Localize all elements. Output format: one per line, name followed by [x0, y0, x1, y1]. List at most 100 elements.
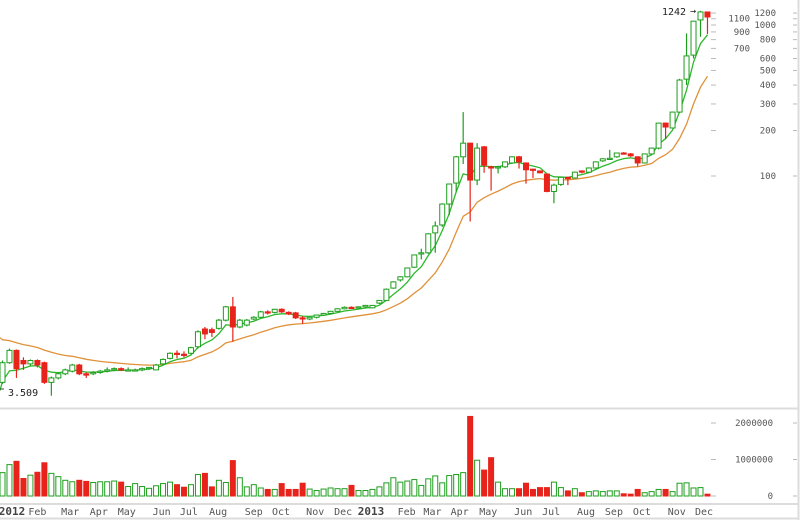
- candle-up: [432, 221, 439, 253]
- month-label: Feb: [28, 507, 46, 518]
- candle-body: [48, 377, 55, 383]
- volume-bar: [180, 486, 187, 497]
- volume-bar: [187, 484, 194, 497]
- volume-bar: [194, 473, 201, 497]
- candle-body: [313, 314, 320, 318]
- volume-bar: [641, 492, 648, 497]
- candle-body: [271, 308, 278, 313]
- candle-up: [215, 318, 222, 330]
- volume-bar: [460, 472, 467, 497]
- candle-body: [111, 368, 118, 371]
- price-tick-label: 200: [760, 127, 776, 137]
- volume-bar: [236, 477, 243, 497]
- candle-down: [278, 308, 285, 313]
- candle-body: [516, 156, 523, 163]
- candle-down: [481, 146, 488, 173]
- volume-bar: [592, 490, 599, 497]
- candle-body: [369, 304, 376, 309]
- candle-body: [174, 352, 180, 355]
- price-tick-label: 700: [734, 44, 750, 54]
- candle-up: [641, 153, 648, 164]
- candle-body: [292, 312, 299, 319]
- candle-down: [488, 165, 495, 191]
- candle-body: [90, 371, 97, 375]
- candle-body: [341, 306, 348, 310]
- month-label: Nov: [306, 507, 324, 518]
- volume-bar: [550, 481, 557, 497]
- candle-down: [76, 363, 83, 376]
- candle-body: [557, 176, 564, 185]
- volume-bar: [341, 488, 348, 497]
- candle-up: [383, 288, 390, 301]
- month-label: Feb: [398, 507, 416, 518]
- candle-body: [62, 369, 69, 375]
- volume-bar: [676, 482, 683, 497]
- candle-down: [41, 361, 48, 384]
- candle-body: [41, 362, 48, 383]
- candle-body: [432, 225, 439, 234]
- candle-body: [418, 252, 425, 255]
- candle-body: [676, 79, 683, 113]
- candle-up: [648, 147, 655, 155]
- candle-body: [34, 359, 41, 366]
- candle-up: [390, 281, 397, 289]
- low-price-label: 3.509: [8, 388, 38, 399]
- volume-bar: [474, 459, 481, 497]
- candle-down: [627, 153, 634, 157]
- price-tick-label: 1200: [754, 9, 776, 19]
- volume-bar: [390, 477, 397, 497]
- candle-body: [704, 11, 711, 18]
- candle-body: [180, 353, 187, 356]
- volume-bar: [543, 487, 550, 497]
- candle-up: [97, 369, 104, 374]
- volume-bar: [146, 487, 153, 497]
- month-label: Oct: [272, 507, 290, 518]
- volume-bars: [0, 415, 711, 497]
- volume-bar: [411, 479, 418, 497]
- volume-bar: [34, 471, 41, 497]
- candle-body: [0, 362, 6, 383]
- volume-bar: [578, 492, 585, 497]
- candle-body: [306, 316, 313, 320]
- volume-bar: [662, 488, 669, 497]
- candle-up: [271, 308, 278, 314]
- candle-body: [564, 176, 571, 180]
- candle-body: [278, 308, 285, 313]
- candle-body: [215, 319, 222, 329]
- candle-body: [439, 203, 446, 226]
- moving-averages: [0, 34, 709, 391]
- candle-body: [627, 153, 634, 157]
- candle-up: [697, 10, 704, 37]
- candle-body: [585, 167, 592, 173]
- candle-up: [341, 306, 348, 310]
- candle-body: [132, 369, 139, 372]
- candle-down: [229, 297, 236, 342]
- candle-up: [550, 183, 557, 204]
- volume-bar: [278, 483, 285, 497]
- month-label: Apr: [451, 507, 469, 518]
- candle-up: [453, 155, 460, 192]
- volume-bar: [104, 481, 111, 497]
- price-axis: 100 200 300 400 500 600 700 800 900 1000 1100 1200: [711, 9, 797, 182]
- volume-bar: [620, 493, 627, 497]
- volume-bar: [362, 490, 369, 497]
- volume-bar: [174, 484, 180, 497]
- candle-up: [139, 367, 146, 372]
- candle-down: [536, 170, 543, 174]
- volume-bar: [0, 472, 6, 497]
- candle-down: [118, 367, 125, 372]
- candle-body: [83, 373, 90, 376]
- volume-bar: [313, 490, 320, 497]
- candle-body: [236, 319, 243, 328]
- volume-bar: [90, 481, 97, 497]
- volume-bar: [606, 490, 613, 497]
- candle-up: [257, 310, 264, 318]
- candle-up: [222, 305, 229, 322]
- volume-bar: [529, 488, 536, 497]
- volume-bar: [299, 482, 306, 497]
- candle-down: [564, 176, 571, 186]
- candle-up: [404, 267, 411, 278]
- candle-body: [187, 347, 194, 354]
- volume-bar: [243, 486, 250, 497]
- candle-body: [446, 183, 453, 205]
